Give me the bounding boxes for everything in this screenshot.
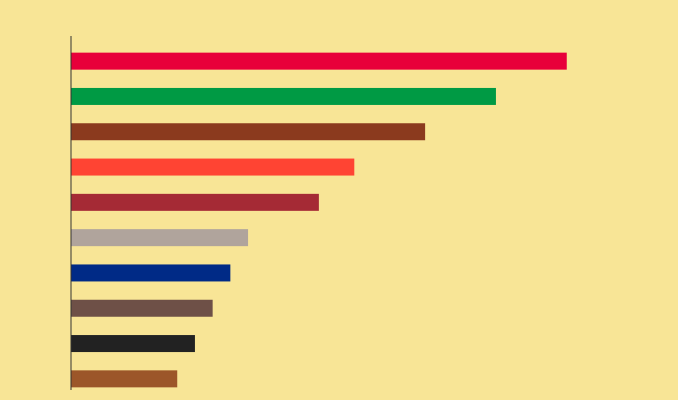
bar [71, 158, 355, 176]
bar [71, 193, 319, 211]
bar [71, 229, 249, 247]
bar [71, 87, 496, 105]
bar [71, 52, 567, 70]
bar [71, 335, 195, 353]
bar [71, 123, 426, 141]
bar [71, 299, 213, 317]
bar [71, 264, 231, 282]
bar [71, 370, 178, 388]
